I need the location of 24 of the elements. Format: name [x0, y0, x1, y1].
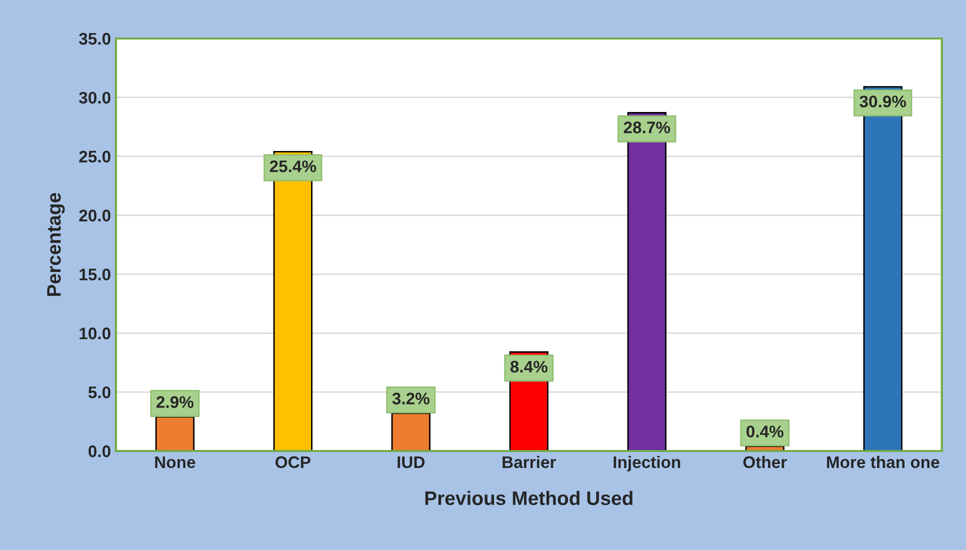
y-tick-label: 0.0	[88, 445, 110, 458]
x-tick-label: IUD	[398, 456, 425, 468]
x-tick-label: More than one	[827, 456, 940, 468]
y-tick-label: 10.0	[80, 328, 110, 340]
data-label: 0.4%	[746, 426, 784, 438]
x-tick-label: Injection	[614, 456, 680, 472]
y-axis-title: Percentage	[47, 192, 65, 296]
y-tick-label: 5.0	[88, 386, 110, 398]
x-axis-title: Previous Method Used	[425, 490, 632, 506]
x-tick-label: OCP	[276, 456, 310, 468]
data-label: 2.9%	[156, 396, 194, 408]
data-label: 3.2%	[392, 392, 430, 404]
x-tick-label: Other	[743, 456, 787, 468]
data-label: 30.9%	[860, 96, 906, 108]
data-label: 28.7%	[624, 122, 670, 134]
data-label: 25.4%	[270, 160, 316, 172]
y-tick-label: 15.0	[80, 268, 110, 280]
data-label: 8.4%	[510, 360, 548, 373]
y-tick-label: 35.0	[79, 32, 110, 45]
y-tick-label: 30.0	[79, 92, 110, 104]
x-tick-label: None	[155, 456, 196, 468]
y-tick-label: 20.0	[79, 210, 110, 222]
x-tick-label: Barrier	[502, 456, 556, 468]
y-tick-label: 25.0	[79, 150, 110, 163]
